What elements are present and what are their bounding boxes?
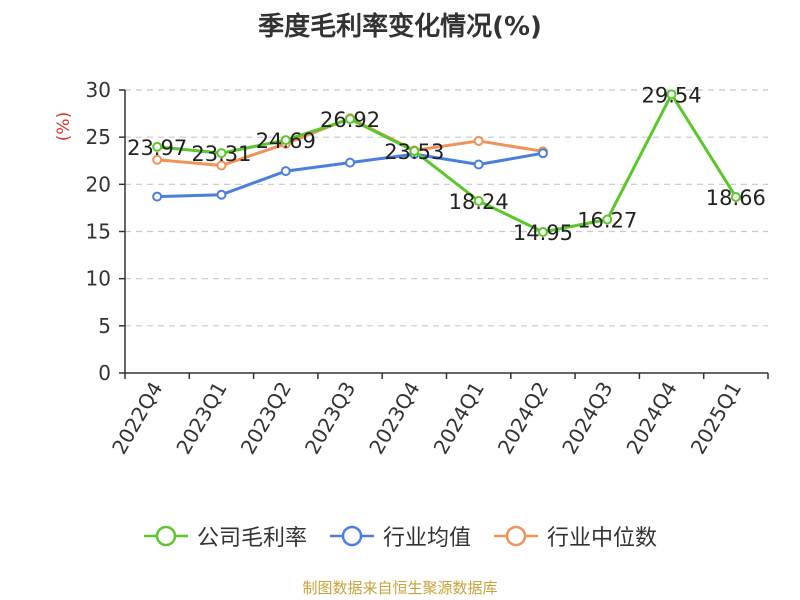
y-tick-label: 10 (86, 267, 111, 291)
data-point (730, 191, 741, 202)
chart-title: 季度毛利率变化情况(%) (258, 12, 542, 42)
source-note: 制图数据来自恒生聚源数据库 (302, 579, 498, 597)
data-point (216, 148, 227, 159)
data-label: 14.95 (513, 221, 573, 245)
y-tick-label: 30 (86, 78, 111, 102)
data-point (280, 135, 291, 146)
legend-marker-icon (143, 525, 188, 547)
data-point (345, 157, 356, 168)
legend-label: 行业中位数 (547, 526, 658, 551)
data-label: 23.31 (191, 142, 251, 166)
legend-item[interactable]: 行业均值 (329, 520, 471, 552)
data-point (537, 148, 548, 159)
data-point (666, 89, 677, 100)
x-tick-label: 2023Q4 (364, 378, 424, 459)
series-line (157, 92, 738, 234)
x-tick-label: 2024Q4 (621, 378, 681, 459)
data-point (345, 114, 356, 125)
data-point (473, 159, 484, 170)
legend: 公司毛利率 行业均值 行业中位数 (0, 520, 800, 552)
data-label: 16.27 (577, 209, 637, 233)
data-point (537, 226, 548, 237)
y-tick-label: 20 (86, 172, 111, 196)
x-tick-label: 2024Q1 (429, 378, 489, 459)
legend-item[interactable]: 行业中位数 (493, 520, 657, 552)
x-tick-label: 2024Q2 (493, 378, 553, 459)
x-tick-label: 2024Q3 (557, 378, 617, 459)
legend-label: 公司毛利率 (196, 526, 307, 551)
data-point (602, 214, 613, 225)
data-label: 29.54 (641, 83, 701, 107)
data-point (152, 191, 163, 202)
data-point (409, 146, 420, 157)
grid-lines (125, 89, 768, 327)
x-tick-label: 2022Q4 (107, 378, 167, 459)
data-point (216, 189, 227, 200)
data-label: 23.97 (127, 136, 187, 160)
legend-label: 行业均值 (382, 526, 471, 551)
legend-marker-icon (494, 525, 538, 547)
data-label: 24.69 (256, 129, 316, 153)
data-point (152, 154, 163, 165)
y-axis-label: (%) (54, 112, 74, 141)
y-tick-label: 0 (98, 361, 111, 385)
y-tick-label: 15 (86, 220, 111, 244)
legend-marker-icon (329, 525, 374, 547)
x-tick-label: 2025Q1 (686, 378, 746, 459)
y-tick-label: 5 (98, 314, 111, 338)
data-point (280, 166, 291, 177)
data-label: 26.92 (320, 108, 380, 132)
x-tick-label: 2023Q1 (171, 378, 231, 459)
legend-item[interactable]: 公司毛利率 (143, 520, 307, 552)
data-label: 23.53 (384, 140, 444, 164)
data-point (473, 195, 484, 206)
x-tick-label: 2023Q2 (236, 378, 296, 459)
data-point (216, 160, 227, 171)
data-point (152, 141, 163, 152)
x-tick-label: 2023Q3 (300, 378, 360, 459)
series-layer (152, 89, 741, 237)
data-label: 18.24 (449, 190, 509, 214)
data-label: 18.66 (706, 186, 766, 210)
y-tick-label: 25 (86, 125, 111, 149)
data-point (473, 135, 484, 146)
